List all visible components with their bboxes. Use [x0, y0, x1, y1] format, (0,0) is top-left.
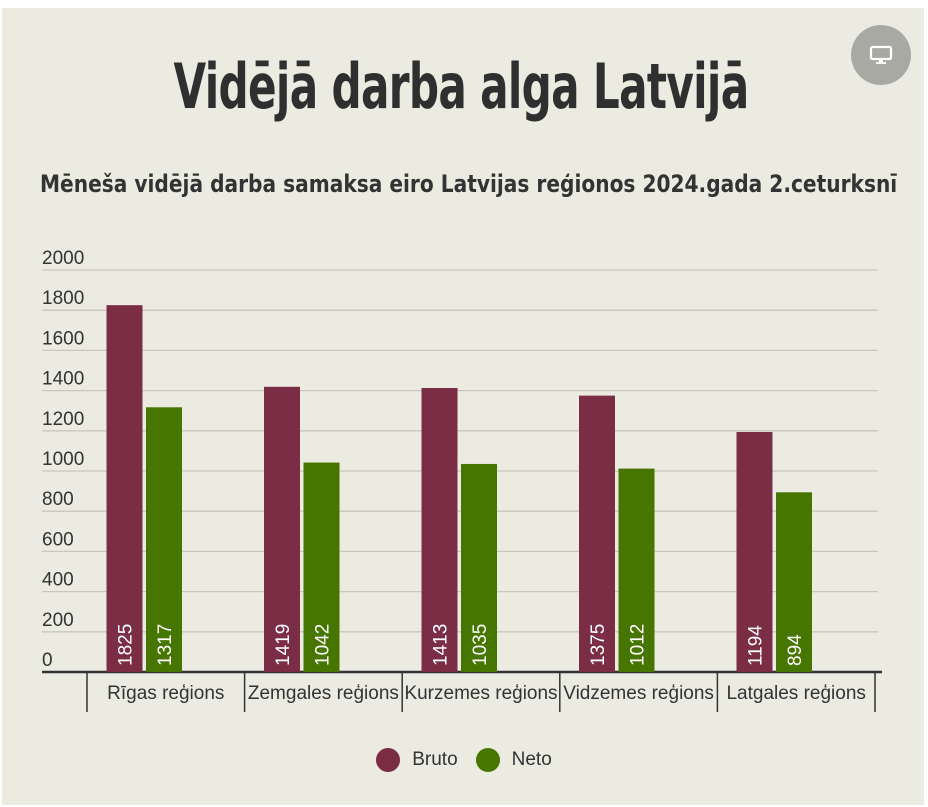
- x-tick-label: Zemgales reģions: [248, 683, 399, 704]
- y-tick-label: 600: [42, 529, 74, 550]
- monitor-icon: [869, 45, 893, 64]
- x-tick-label: Kurzemes reģions: [404, 683, 557, 704]
- legend-swatch-bruto: [376, 748, 401, 772]
- bar-bruto: [579, 395, 615, 672]
- y-tick-label: 2000: [42, 248, 84, 269]
- present-button[interactable]: [851, 25, 911, 85]
- y-tick-label: 1800: [42, 288, 84, 309]
- data-label: 1194: [746, 625, 767, 666]
- legend-label-bruto: Bruto: [412, 749, 458, 770]
- data-label: 1419: [273, 624, 294, 666]
- bar-neto: [776, 492, 812, 672]
- data-label: 1413: [431, 624, 452, 666]
- y-tick-label: 1600: [42, 328, 84, 349]
- data-label: 1035: [470, 624, 491, 666]
- x-tick-label: Vidzemes reģions: [563, 683, 714, 704]
- chart-subtitle: Mēneša vidējā darba samaksa eiro Latvija…: [40, 170, 898, 198]
- y-tick-label: 1000: [42, 449, 84, 470]
- legend: Bruto Neto: [0, 748, 928, 772]
- y-tick-label: 1200: [42, 409, 84, 430]
- bar-bruto: [421, 387, 458, 672]
- chart-title: Vidējā darba alga Latvijā: [173, 50, 750, 123]
- data-label: 1317: [155, 624, 176, 666]
- bar-neto: [461, 463, 497, 672]
- x-tick-label: Rīgas reģions: [107, 683, 224, 704]
- legend-item-bruto[interactable]: Bruto: [376, 748, 458, 772]
- legend-item-neto[interactable]: Neto: [475, 748, 552, 772]
- y-tick-label: 0: [42, 650, 53, 671]
- y-tick-label: 800: [42, 489, 74, 510]
- y-tick-label: 1400: [42, 369, 84, 390]
- data-label: 894: [785, 634, 806, 666]
- data-label: 1012: [628, 624, 649, 666]
- legend-label-neto: Neto: [511, 749, 552, 770]
- data-label: 1375: [588, 624, 609, 666]
- legend-swatch-neto: [475, 748, 500, 772]
- bar-bruto: [106, 305, 143, 672]
- bar-neto: [303, 462, 340, 672]
- x-tick-label: Latgales reģions: [726, 683, 865, 704]
- bar-bruto: [264, 386, 300, 672]
- data-label: 1042: [313, 624, 334, 666]
- y-tick-label: 200: [42, 610, 74, 631]
- data-label: 1825: [116, 624, 137, 666]
- bar-bruto: [736, 432, 773, 672]
- y-tick-label: 400: [42, 570, 74, 591]
- bar-neto: [618, 468, 655, 672]
- bar-neto: [146, 407, 182, 672]
